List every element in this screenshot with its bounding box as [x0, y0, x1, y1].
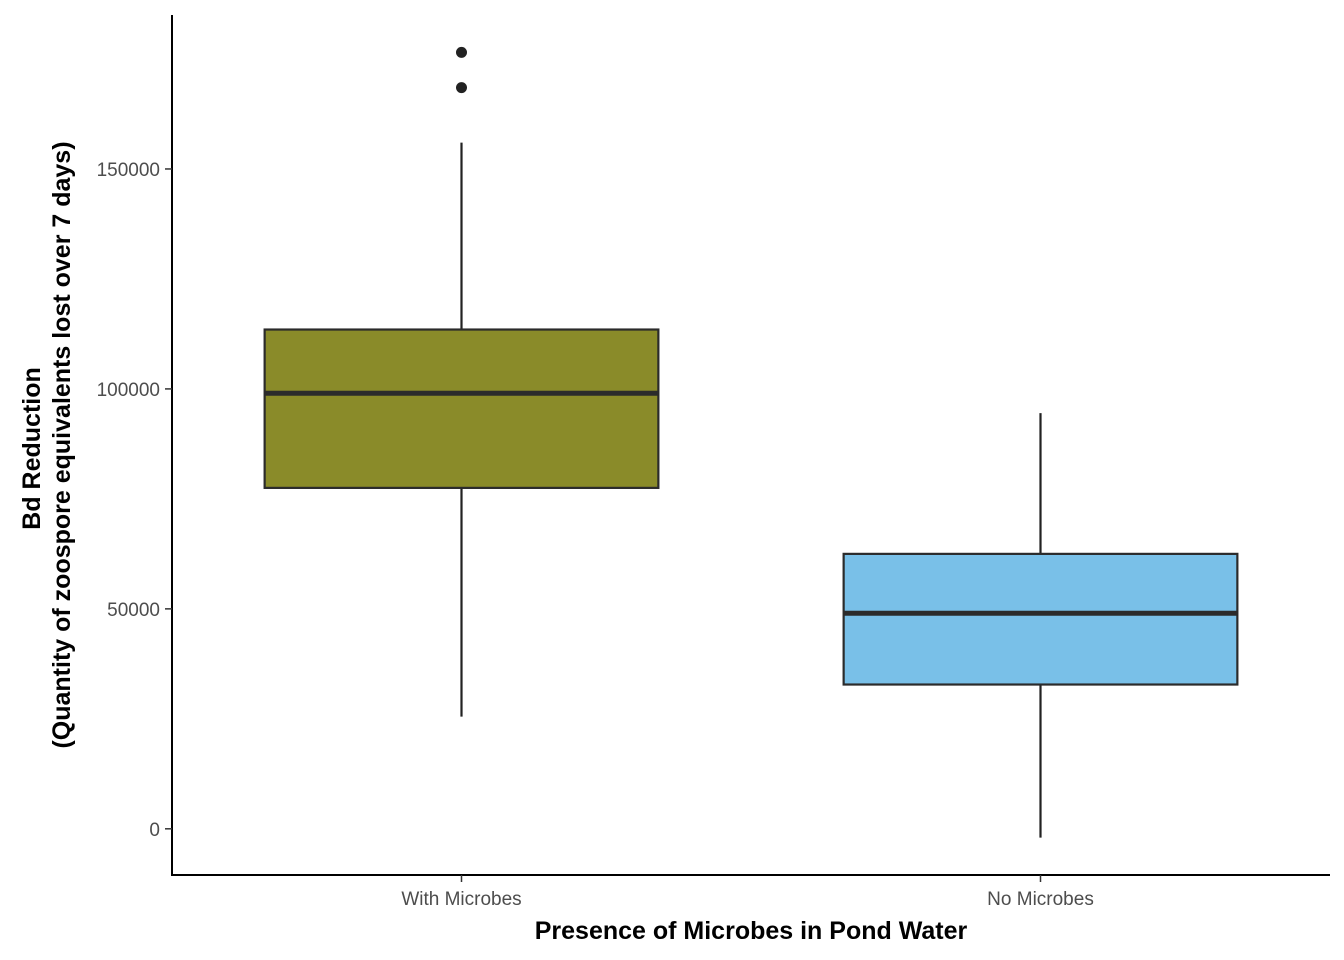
x-axis-title: Presence of Microbes in Pond Water [535, 917, 968, 945]
y-tick-label: 100000 [97, 380, 160, 401]
y-tick-label: 0 [149, 820, 160, 841]
box-body [263, 328, 660, 489]
y-axis-ticks: 0 50000 100000 150000 [97, 160, 172, 841]
box-group [842, 413, 1239, 838]
x-tick-label: With Microbes [401, 889, 521, 910]
outlier-point [456, 82, 467, 94]
box-body [842, 552, 1239, 686]
y-tick-label: 150000 [97, 160, 160, 181]
box-group [263, 46, 660, 717]
x-tick-label: No Microbes [987, 889, 1094, 910]
y-axis-title-line2: (Quantity of zoospore equivalents lost o… [48, 141, 76, 748]
outlier-point [456, 46, 467, 58]
y-axis-title-line1: Bd Reduction [18, 367, 46, 530]
y-axis-title: Bd Reduction (Quantity of zoospore equiv… [18, 141, 76, 748]
y-tick-label: 50000 [107, 600, 160, 621]
plot-area [263, 46, 1239, 838]
axes [171, 15, 1330, 876]
x-axis-ticks: With Microbes No Microbes [401, 875, 1094, 910]
